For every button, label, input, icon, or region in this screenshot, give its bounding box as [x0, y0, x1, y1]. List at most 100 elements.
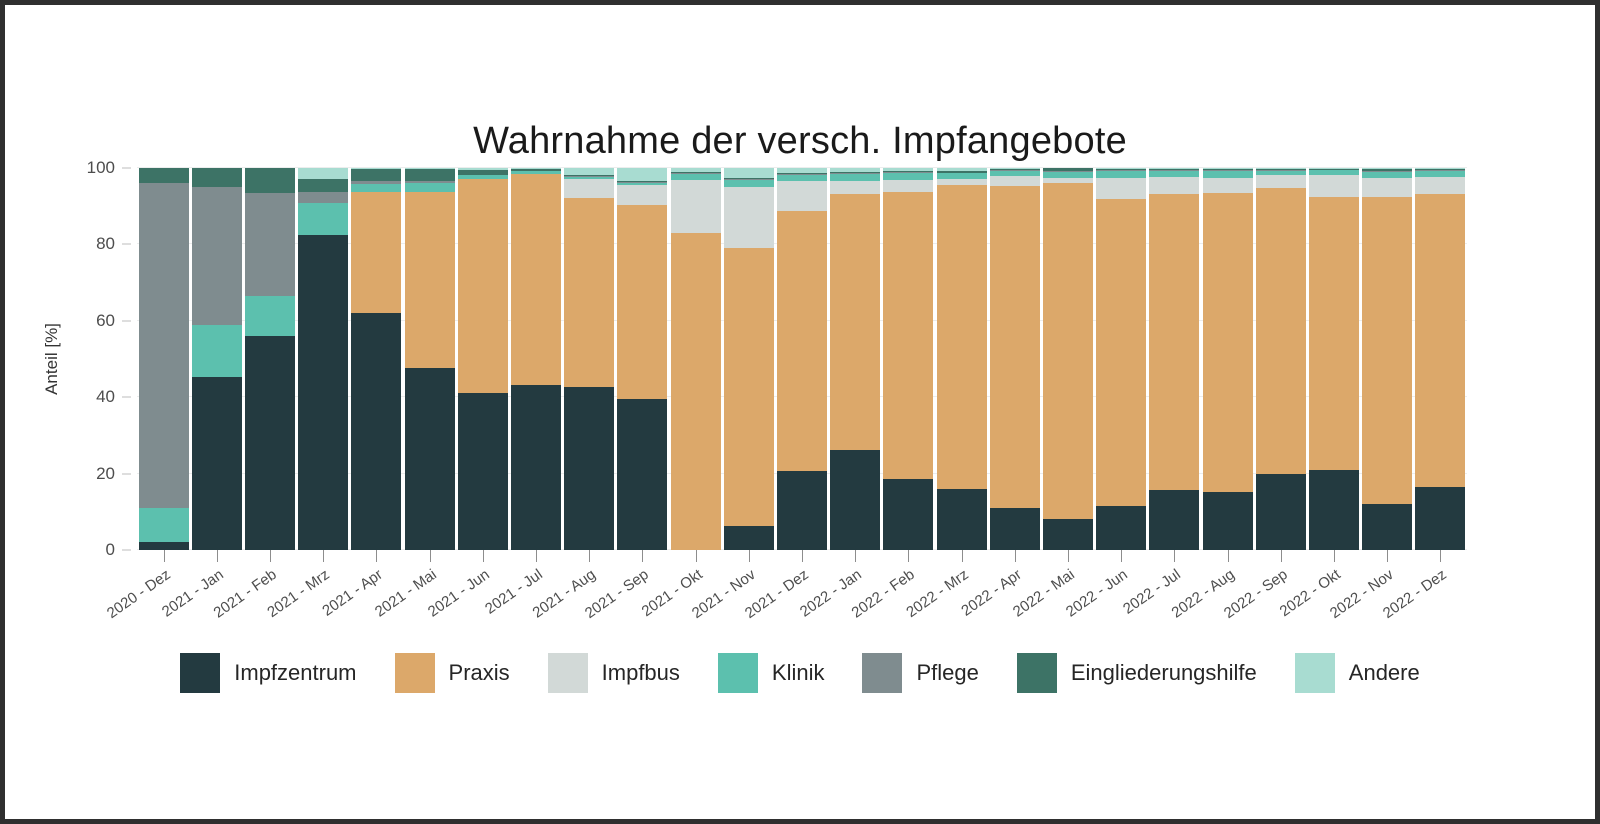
- bar-segment-impfzentrum[interactable]: [1255, 473, 1306, 550]
- bar-segment-impfzentrum[interactable]: [777, 470, 828, 550]
- bar-segment-andere[interactable]: [883, 168, 934, 172]
- bar-segment-praxis[interactable]: [1362, 196, 1413, 505]
- bar-segment-eingliederungshilfe[interactable]: [351, 169, 402, 181]
- bar-segment-praxis[interactable]: [1096, 198, 1147, 507]
- bar-segment-eingliederungshilfe[interactable]: [617, 181, 668, 183]
- bar-segment-pflege[interactable]: [1149, 169, 1200, 171]
- bar-segment-klinik[interactable]: [511, 171, 562, 174]
- bar-segment-pflege[interactable]: [1043, 171, 1094, 173]
- bar-column[interactable]: [1255, 168, 1306, 550]
- bar-segment-andere[interactable]: [298, 168, 349, 180]
- bar-segment-eingliederungshilfe[interactable]: [1255, 168, 1306, 170]
- bar-segment-eingliederungshilfe[interactable]: [1043, 168, 1094, 172]
- bar-segment-eingliederungshilfe[interactable]: [989, 168, 1040, 170]
- bar-segment-impfzentrum[interactable]: [723, 526, 774, 550]
- bar-segment-pflege[interactable]: [191, 187, 242, 325]
- bar-segment-eingliederungshilfe[interactable]: [1309, 168, 1360, 170]
- bar-column[interactable]: [457, 168, 508, 550]
- bar-segment-andere[interactable]: [1415, 167, 1466, 170]
- bar-segment-andere[interactable]: [830, 168, 881, 173]
- bar-column[interactable]: [138, 168, 189, 550]
- bar-segment-impfbus[interactable]: [1096, 177, 1147, 199]
- bar-segment-impfzentrum[interactable]: [1149, 490, 1200, 550]
- bar-segment-impfbus[interactable]: [777, 181, 828, 211]
- bar-segment-andere[interactable]: [1149, 168, 1200, 169]
- bar-segment-eingliederungshilfe[interactable]: [191, 168, 242, 188]
- bar-segment-praxis[interactable]: [564, 198, 615, 388]
- bar-segment-klinik[interactable]: [777, 174, 828, 182]
- bar-segment-pflege[interactable]: [457, 174, 508, 176]
- bar-segment-impfbus[interactable]: [1362, 177, 1413, 197]
- bar-segment-praxis[interactable]: [617, 205, 668, 399]
- bar-segment-andere[interactable]: [670, 168, 721, 172]
- bar-segment-andere[interactable]: [777, 168, 828, 173]
- bar-segment-pflege[interactable]: [1202, 169, 1253, 171]
- bar-segment-klinik[interactable]: [245, 295, 296, 337]
- bar-segment-impfzentrum[interactable]: [617, 398, 668, 550]
- bar-column[interactable]: [830, 168, 881, 550]
- bar-segment-eingliederungshilfe[interactable]: [1362, 168, 1413, 172]
- bar-segment-impfzentrum[interactable]: [564, 387, 615, 550]
- bar-segment-pflege[interactable]: [245, 192, 296, 296]
- bar-column[interactable]: [617, 168, 668, 550]
- bar-segment-andere[interactable]: [1255, 168, 1306, 169]
- bar-segment-eingliederungshilfe[interactable]: [457, 169, 508, 175]
- bar-segment-impfzentrum[interactable]: [1309, 469, 1360, 550]
- bar-segment-pflege[interactable]: [1309, 169, 1360, 171]
- bar-segment-klinik[interactable]: [191, 324, 242, 377]
- bar-segment-eingliederungshilfe[interactable]: [138, 168, 189, 184]
- bar-segment-pflege[interactable]: [564, 176, 615, 177]
- bar-segment-klinik[interactable]: [351, 184, 402, 192]
- bar-segment-eingliederungshilfe[interactable]: [1415, 169, 1466, 171]
- bar-segment-impfzentrum[interactable]: [511, 384, 562, 550]
- legend-item-impfzentrum[interactable]: Impfzentrum: [180, 653, 357, 693]
- bar-column[interactable]: [883, 168, 934, 550]
- bar-segment-klinik[interactable]: [1202, 170, 1253, 178]
- bar-segment-praxis[interactable]: [830, 193, 881, 450]
- bar-segment-andere[interactable]: [1309, 168, 1360, 169]
- bar-column[interactable]: [1309, 168, 1360, 550]
- bar-segment-klinik[interactable]: [457, 175, 508, 179]
- bar-column[interactable]: [245, 168, 296, 550]
- bar-segment-andere[interactable]: [564, 168, 615, 175]
- bar-segment-andere[interactable]: [617, 168, 668, 182]
- bar-segment-impfbus[interactable]: [617, 185, 668, 206]
- bar-segment-andere[interactable]: [1362, 168, 1413, 169]
- bar-segment-impfzentrum[interactable]: [245, 336, 296, 550]
- bar-segment-impfbus[interactable]: [1309, 174, 1360, 198]
- bar-column[interactable]: [936, 168, 987, 550]
- bar-segment-praxis[interactable]: [351, 191, 402, 314]
- bar-column[interactable]: [511, 168, 562, 550]
- bar-column[interactable]: [564, 168, 615, 550]
- bar-segment-klinik[interactable]: [298, 203, 349, 235]
- bar-segment-andere[interactable]: [457, 168, 508, 170]
- bar-segment-klinik[interactable]: [1043, 172, 1094, 178]
- bar-segment-pflege[interactable]: [1415, 170, 1466, 172]
- bar-column[interactable]: [1043, 168, 1094, 550]
- bar-segment-praxis[interactable]: [723, 247, 774, 527]
- bar-column[interactable]: [670, 168, 721, 550]
- bar-segment-pflege[interactable]: [723, 179, 774, 181]
- bar-segment-impfzentrum[interactable]: [298, 234, 349, 550]
- bar-segment-klinik[interactable]: [989, 170, 1040, 177]
- bar-segment-impfzentrum[interactable]: [457, 392, 508, 550]
- bar-segment-impfzentrum[interactable]: [883, 478, 934, 550]
- bar-segment-impfzentrum[interactable]: [191, 376, 242, 550]
- bar-segment-andere[interactable]: [936, 168, 987, 172]
- bar-segment-praxis[interactable]: [883, 192, 934, 479]
- bar-segment-praxis[interactable]: [989, 185, 1040, 508]
- bar-segment-pflege[interactable]: [1096, 170, 1147, 172]
- bar-segment-klinik[interactable]: [936, 173, 987, 180]
- bar-segment-eingliederungshilfe[interactable]: [777, 172, 828, 174]
- legend-item-andere[interactable]: Andere: [1294, 653, 1420, 693]
- bar-segment-klinik[interactable]: [723, 180, 774, 187]
- bar-segment-praxis[interactable]: [404, 192, 455, 369]
- bar-segment-praxis[interactable]: [1255, 188, 1306, 474]
- bar-segment-klinik[interactable]: [1415, 171, 1466, 178]
- bar-segment-pflege[interactable]: [1255, 169, 1306, 171]
- bar-segment-praxis[interactable]: [457, 178, 508, 393]
- bar-segment-klinik[interactable]: [1309, 170, 1360, 175]
- bar-segment-eingliederungshilfe[interactable]: [670, 171, 721, 173]
- bar-column[interactable]: [777, 168, 828, 550]
- bar-segment-impfbus[interactable]: [1255, 175, 1306, 189]
